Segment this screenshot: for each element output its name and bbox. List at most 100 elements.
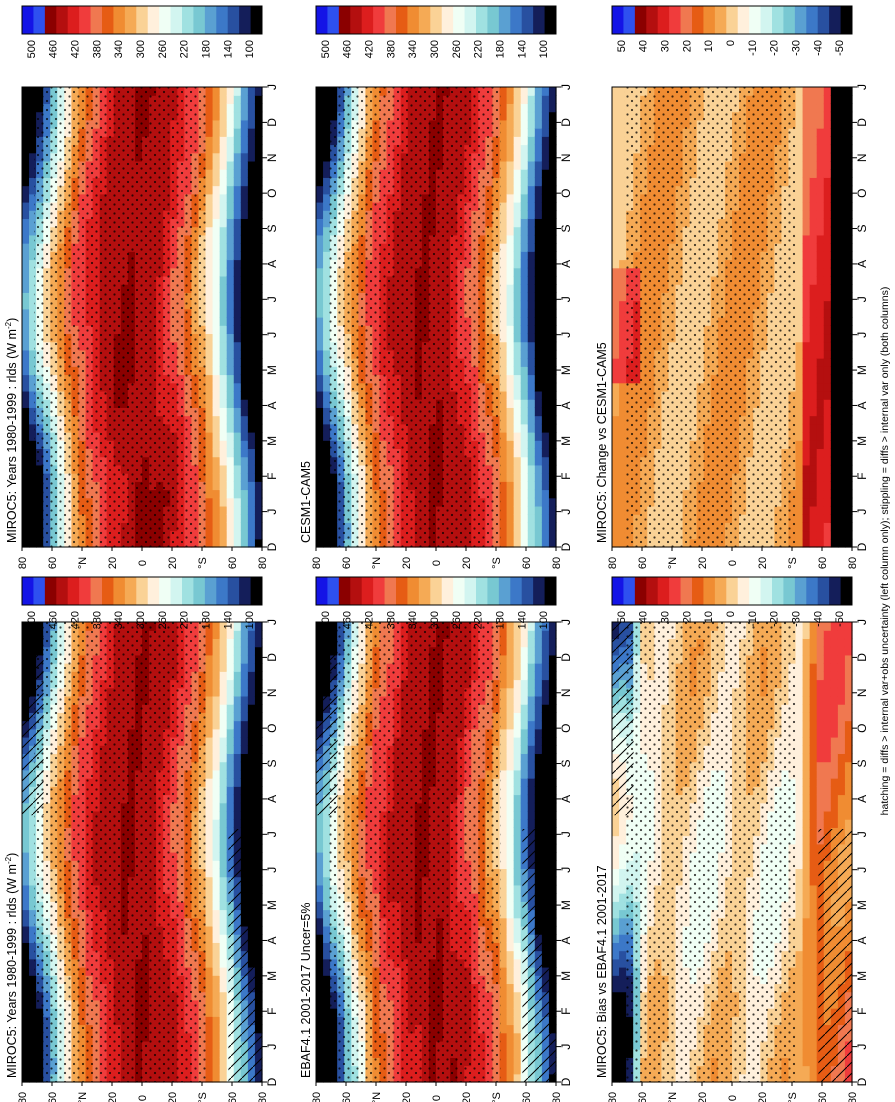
heat-cell [233,522,242,532]
heat-cell [212,1024,221,1034]
heat-cell [205,901,214,911]
heat-cell [29,868,37,878]
heat-cell [219,720,228,730]
heat-cell [233,448,242,458]
heat-cell [212,934,221,943]
heat-cell [205,259,214,269]
heat-cell [226,95,235,105]
heat-cell [254,267,263,277]
colorbar-label: 300 [135,611,147,629]
heat-cell [226,292,235,302]
heat-cell [219,325,228,335]
heat-cell [323,876,331,886]
heat-cell [226,226,235,236]
colorbar-swatch [204,577,217,605]
heat-cell [219,473,228,482]
heat-cell [22,917,30,927]
heat-cell [212,382,221,392]
heat-cell [22,456,30,466]
heat-cell [316,860,324,870]
heat-cell [254,473,263,482]
heat-cell [205,432,214,441]
colorbar-swatch [22,577,34,605]
heat-cell [212,893,221,902]
heat-cell [205,876,214,886]
heat-cell [219,695,228,705]
heat-cell [240,169,249,178]
heat-cell [226,136,235,146]
colorbar-swatch [67,577,80,605]
heat-cell [212,505,221,515]
heat-cell [29,975,37,985]
heat-cell [226,489,235,499]
heat-cell [247,136,256,146]
heat-cell [29,810,37,820]
heat-cell [212,720,221,730]
heat-cell [22,991,30,1001]
heat-cell [22,514,30,523]
heat-cell [254,202,263,211]
heat-cell [323,901,331,911]
heat-cell [247,292,256,302]
heat-cell [22,925,30,935]
heat-cell [212,333,221,343]
heat-cell [219,1016,228,1026]
heat-cell [219,103,228,113]
heat-cell [240,712,249,722]
heat-cell [212,827,221,837]
heat-cell [219,505,228,515]
heat-cell [205,243,214,252]
heat-cell [240,423,249,433]
heat-cell [233,390,242,400]
heat-cell [219,810,228,820]
heat-cell [29,399,37,408]
heat-cell [247,382,256,392]
x-tick-label: F [265,473,279,480]
heat-cell [240,728,249,738]
heat-cell [29,489,37,499]
heat-cell [29,284,37,293]
colorbar-p_miroc_right: 500 460 420 380 340 300 260 220 180 140 100 [21,5,263,58]
heat-cell [316,1008,324,1017]
heat-cell [22,325,30,335]
heat-cell [254,514,263,523]
heat-cell [247,489,256,499]
heat-cell [226,737,235,746]
heat-cell [233,745,242,755]
heat-cell [233,473,242,482]
heat-cell [240,745,249,755]
heat-cell [29,925,37,935]
heat-cell [22,860,30,870]
heat-cell [233,440,242,450]
heat-cell [205,160,214,170]
heat-cell [316,950,324,960]
heat-cell [247,622,256,631]
heat-cell [226,349,235,359]
heat-cell [226,390,235,400]
heat-cell [240,671,249,681]
heat-cell [240,415,249,425]
heat-cell [205,786,214,796]
heat-cell [22,522,30,532]
heat-cell [247,671,256,681]
colorbar-p_miroc_left: 500 460 420 380 340 300 260 220 180 140 100 [21,576,263,629]
heat-cell [233,193,242,203]
heat-cell [205,679,214,689]
heat-cell [254,630,263,640]
heat-cell [22,448,30,458]
heat-cell [247,481,256,491]
heat-cell [29,497,37,507]
heat-cell [240,87,249,96]
heat-cell [226,679,235,689]
heat-cell [22,1032,30,1042]
heat-cell [247,630,256,640]
heat-cell [240,300,249,310]
heat-cell [226,103,235,113]
heat-cell [22,901,30,911]
x-tick-label: J [265,867,279,873]
heat-cell [233,415,242,425]
x-tick-label: A [265,401,279,409]
heat-cell [219,185,228,195]
